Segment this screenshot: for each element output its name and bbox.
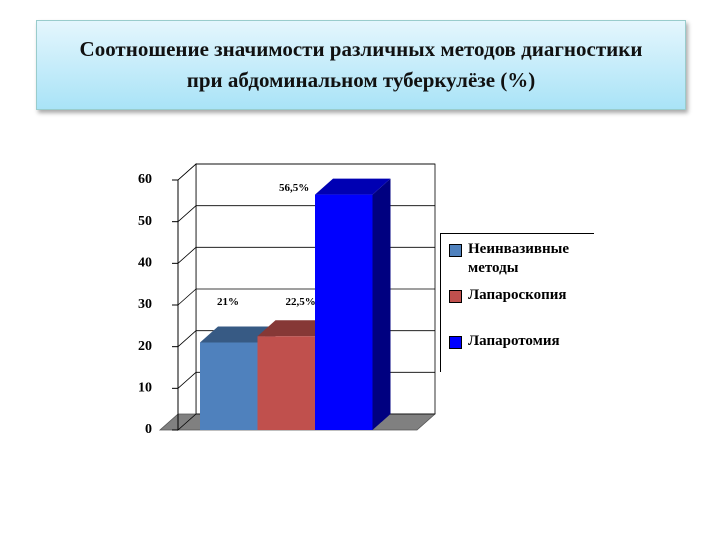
legend-swatch — [449, 244, 462, 257]
legend-label: Лапароскопия — [468, 287, 567, 303]
bar-top — [257, 320, 333, 337]
grid-line — [177, 163, 435, 181]
bar-top — [315, 178, 391, 195]
y-tick-label: 10 — [138, 381, 152, 396]
y-tick-label: 60 — [138, 172, 152, 187]
legend-label: Лапаротомия — [468, 333, 560, 349]
legend-entry: Лапаротомия — [449, 332, 594, 378]
title-box: Соотношение значимости различных методов… — [36, 20, 686, 110]
legend-entry: Неинвазивные методы — [449, 240, 594, 286]
bar-side — [372, 178, 391, 430]
legend-label: Неинвазивные методы — [468, 241, 569, 276]
bar-top — [200, 326, 276, 343]
y-tick-label: 0 — [145, 422, 152, 437]
chart-title: Соотношение значимости различных методов… — [79, 37, 643, 92]
value-label: 21% — [217, 296, 239, 308]
value-label: 22,5% — [286, 296, 316, 308]
bar — [200, 342, 258, 430]
y-tick-label: 30 — [138, 297, 152, 312]
legend-swatch — [449, 290, 462, 303]
y-tick-label: 50 — [138, 214, 152, 229]
bar — [257, 336, 315, 430]
legend-entry: Лапароскопия — [449, 286, 594, 332]
legend: Неинвазивные методы Лапароскопия Лапаротом… — [440, 233, 594, 372]
y-tick-label: 40 — [138, 256, 152, 271]
legend-swatch — [449, 336, 462, 349]
bar — [315, 194, 373, 430]
y-tick-label: 20 — [138, 339, 152, 354]
value-label: 56,5% — [279, 182, 309, 194]
